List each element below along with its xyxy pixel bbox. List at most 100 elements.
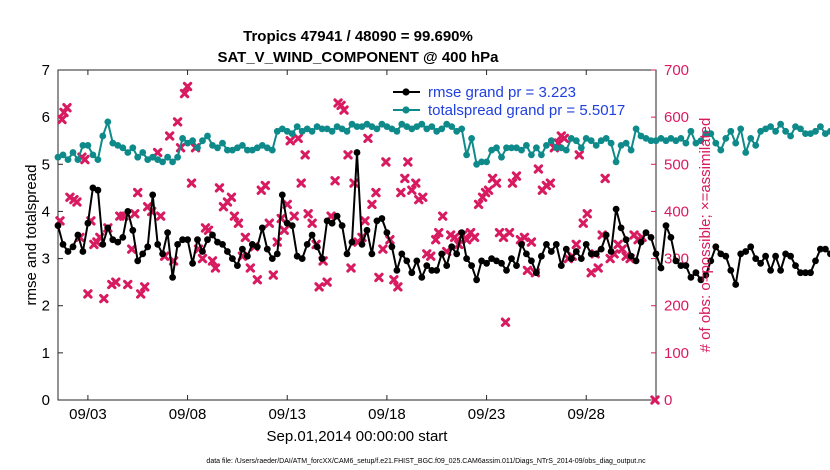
rmse-point bbox=[822, 245, 829, 253]
spread-point bbox=[293, 123, 301, 130]
spread-point bbox=[547, 137, 555, 145]
spread-point bbox=[139, 149, 147, 156]
obs-marker-stroke-b bbox=[469, 232, 480, 243]
rmse-point bbox=[692, 269, 700, 277]
obs-marker-stroke-b bbox=[545, 178, 556, 188]
rmse-point bbox=[169, 274, 177, 281]
rmse-point bbox=[567, 255, 575, 262]
spread-point bbox=[767, 123, 774, 130]
rmse-point bbox=[667, 234, 675, 241]
rmse-point bbox=[562, 245, 570, 253]
obs-marker bbox=[522, 265, 533, 276]
obs-marker bbox=[300, 150, 310, 160]
spread-point bbox=[518, 146, 525, 154]
x-axis-label: Sep.01,2014 00:00:00 start bbox=[267, 428, 449, 445]
spread-point bbox=[802, 130, 809, 138]
obs-marker bbox=[99, 293, 109, 304]
obs-marker bbox=[279, 225, 289, 235]
obs-marker-stroke-b bbox=[285, 136, 295, 146]
rmse-point bbox=[368, 250, 376, 258]
y-left-tick-label: 0 bbox=[42, 392, 50, 409]
obs-marker-stroke-b bbox=[507, 178, 518, 188]
obs-marker bbox=[233, 218, 244, 228]
spread-point bbox=[647, 137, 655, 145]
y-right-tick-label: 100 bbox=[664, 345, 689, 362]
obs-marker-stroke-b bbox=[494, 227, 505, 238]
rmse-point bbox=[388, 243, 396, 251]
spread-point bbox=[508, 144, 515, 152]
obs-marker bbox=[127, 244, 137, 254]
obs-marker bbox=[378, 244, 388, 254]
spread-point bbox=[612, 158, 620, 166]
spread-point bbox=[627, 146, 635, 154]
spread-point bbox=[592, 142, 600, 149]
rmse-point bbox=[632, 257, 640, 265]
obs-marker bbox=[426, 251, 436, 261]
obs-marker bbox=[245, 263, 256, 273]
rmse-point bbox=[732, 281, 740, 288]
rmse-point bbox=[577, 255, 585, 262]
obs-marker-stroke-b bbox=[487, 173, 498, 184]
obs-marker bbox=[182, 81, 193, 92]
rmse-point bbox=[219, 241, 226, 248]
y-right-tick-label: 600 bbox=[664, 109, 689, 126]
obs-marker bbox=[293, 133, 303, 144]
rmse-point bbox=[104, 224, 112, 232]
rmse-point bbox=[772, 252, 779, 260]
rmse-point bbox=[707, 257, 715, 265]
obs-marker-stroke-b bbox=[179, 88, 190, 99]
obs-marker-stroke-b bbox=[80, 154, 90, 165]
obs-marker-stroke-b bbox=[307, 218, 317, 228]
obs-marker-stroke-b bbox=[500, 317, 511, 327]
obs-marker-stroke-b bbox=[465, 227, 476, 238]
obs-marker-stroke-b bbox=[245, 263, 256, 273]
obs-marker bbox=[559, 133, 570, 144]
rmse-point bbox=[742, 248, 750, 255]
obs-marker-stroke-b bbox=[130, 209, 140, 219]
x-tick-label: 09/18 bbox=[368, 406, 406, 423]
spread-point bbox=[538, 151, 545, 159]
rmse-point bbox=[79, 248, 87, 255]
spread-point bbox=[174, 153, 182, 161]
obs-marker-stroke-b bbox=[483, 185, 494, 195]
rmse-point bbox=[587, 250, 595, 258]
obs-marker bbox=[403, 157, 413, 167]
obs-marker bbox=[396, 187, 406, 198]
obs-marker bbox=[507, 178, 518, 188]
spread-point bbox=[89, 151, 97, 159]
obs-marker bbox=[155, 211, 166, 221]
spread-point bbox=[328, 127, 336, 135]
rmse-point bbox=[378, 215, 386, 222]
obs-marker bbox=[431, 235, 441, 245]
spread-point bbox=[727, 127, 735, 135]
obs-marker bbox=[314, 282, 324, 292]
rmse-point bbox=[418, 274, 426, 281]
obs-marker-stroke-b bbox=[336, 100, 346, 111]
obs-marker bbox=[586, 268, 596, 278]
obs-marker bbox=[226, 192, 237, 202]
spread-point bbox=[164, 153, 172, 161]
rmse-point bbox=[74, 231, 82, 239]
spread-point bbox=[343, 127, 351, 135]
obs-marker-stroke-b bbox=[207, 256, 218, 266]
obs-marker-stroke-b bbox=[407, 185, 417, 195]
obs-marker bbox=[533, 164, 544, 174]
spread-point bbox=[777, 120, 784, 128]
rmse-point bbox=[423, 262, 431, 269]
rmse-point bbox=[627, 252, 635, 260]
obs-marker-stroke-b bbox=[511, 171, 522, 181]
y-axis-left-ticks: 0 1 2 3 4 5 6 7 bbox=[42, 62, 63, 409]
obs-marker-stroke-b bbox=[613, 239, 623, 250]
spread-point bbox=[99, 132, 107, 140]
spread-point bbox=[194, 144, 201, 152]
spread-point bbox=[702, 130, 710, 138]
obs-marker bbox=[268, 270, 278, 280]
rmse-point bbox=[607, 248, 615, 255]
rmse-point bbox=[64, 248, 72, 255]
spread-point bbox=[707, 130, 715, 138]
rmse-point bbox=[328, 219, 336, 227]
rmse-point bbox=[398, 250, 406, 258]
rmse-point bbox=[557, 262, 565, 269]
x-tick-label: 09/03 bbox=[69, 406, 107, 423]
